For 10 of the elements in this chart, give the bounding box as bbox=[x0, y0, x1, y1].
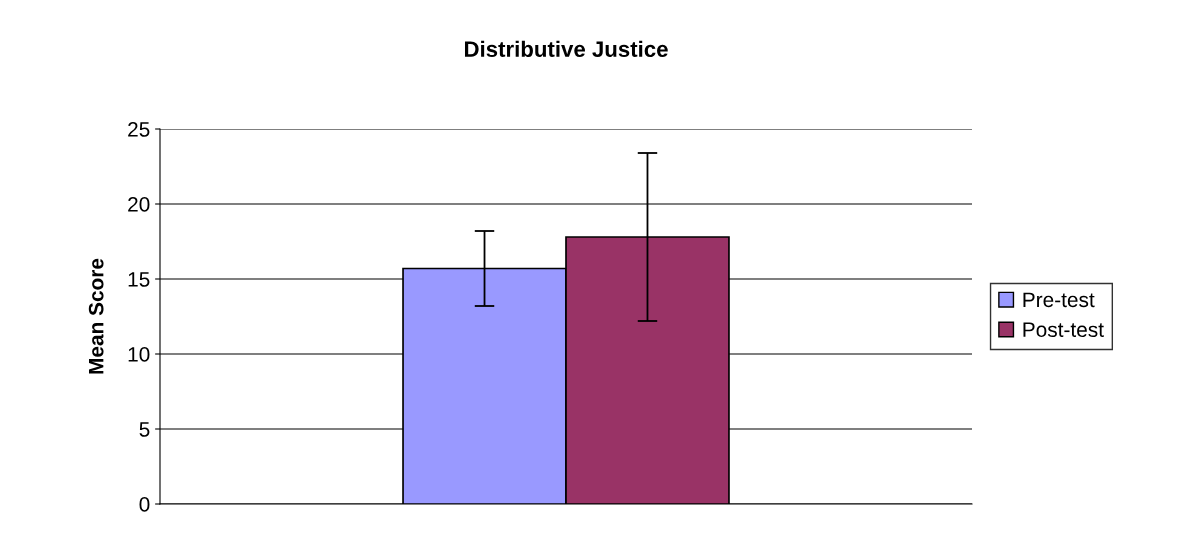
y-axis-title: Mean Score bbox=[88, 258, 104, 374]
y-tick-label: 15 bbox=[128, 272, 150, 287]
y-tick-label: 0 bbox=[139, 497, 150, 512]
y-tick-label: 20 bbox=[128, 197, 150, 212]
y-tick-label: 10 bbox=[128, 347, 150, 362]
chart-title: Distributive Justice bbox=[464, 40, 668, 57]
legend-label: Pre-test bbox=[1023, 292, 1095, 308]
y-tick-label: 25 bbox=[128, 122, 150, 137]
y-tick-label: 5 bbox=[139, 422, 150, 437]
legend-label: Post-test bbox=[1023, 322, 1104, 338]
